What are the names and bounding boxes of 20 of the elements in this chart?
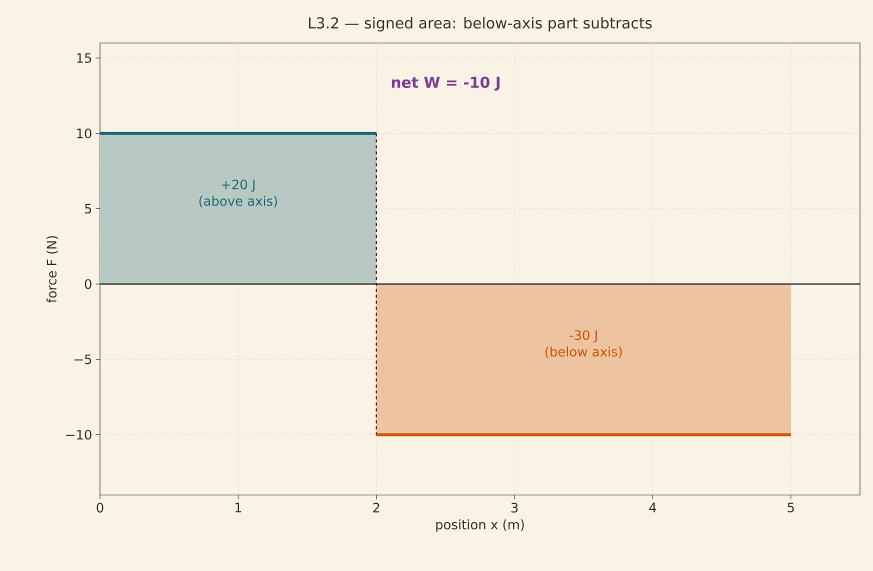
y-tick-label: 15: [77, 53, 92, 63]
y-tick-label: 10: [77, 128, 92, 138]
y-tick-label: 0: [84, 279, 92, 289]
annotation: +20 J: [222, 180, 255, 192]
x-tick-label: 1: [235, 502, 242, 512]
annotation: net W = -10 J: [392, 76, 500, 91]
y-tick-label: 5: [84, 204, 92, 214]
x-tick-label: 5: [788, 502, 794, 512]
y-tick-label: −5: [74, 354, 92, 364]
x-tick-label: 3: [511, 502, 518, 513]
x-axis-title: position x (m): [436, 519, 524, 532]
annotation: (below axis): [546, 346, 622, 358]
annotation: -30 J: [570, 330, 597, 342]
x-tick-label: 2: [373, 502, 380, 512]
annotation: (above axis): [199, 196, 278, 208]
y-tick-label: −10: [66, 430, 92, 440]
chart-title: L3.2 — signed area: below-axis part subtracts: [308, 17, 652, 32]
x-tick-label: 0: [96, 502, 104, 513]
y-axis-title: force F (N): [46, 236, 58, 303]
x-tick-label: 4: [649, 502, 656, 512]
